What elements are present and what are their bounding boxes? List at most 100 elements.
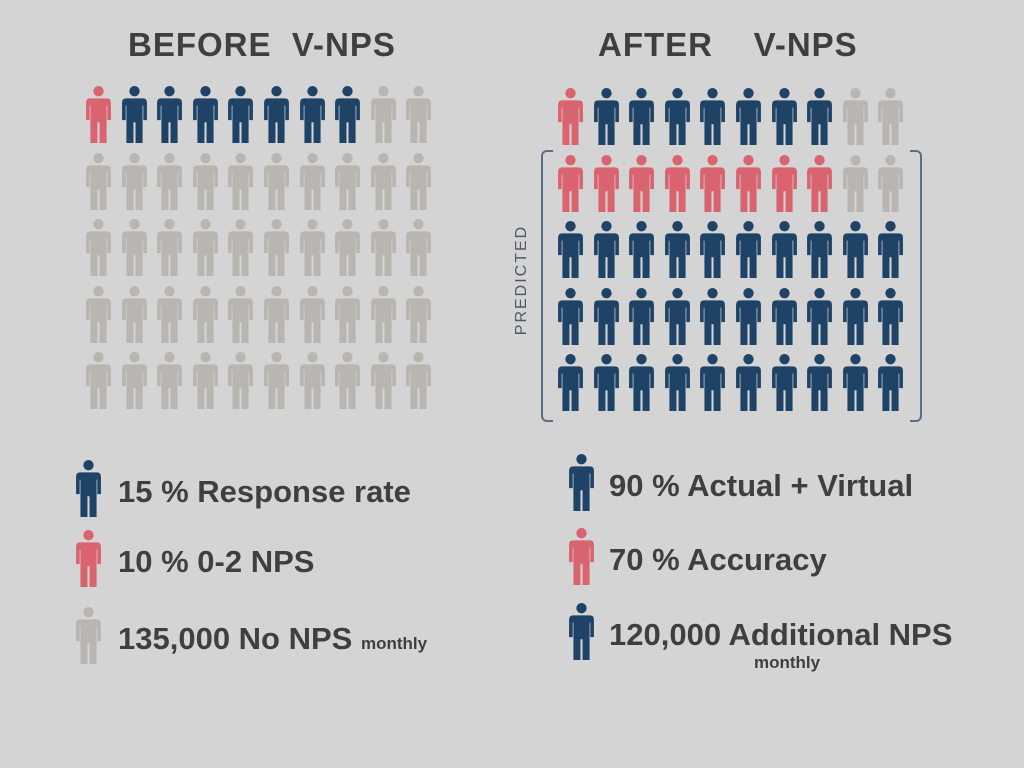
person-icon [629,287,655,345]
after-person-r3-c4 [700,287,726,351]
after-person-r2-c4 [700,221,726,284]
after-person-r4-c5 [736,354,761,417]
person-icon [406,352,432,409]
after-person-r4-c8 [842,354,868,417]
person-icon [664,287,690,345]
person-icon [558,354,583,411]
person-icon [157,285,183,343]
before-person-r4-c3 [192,352,218,415]
person-icon [121,86,147,143]
person-icon [86,219,111,276]
person-icon [121,219,147,276]
before-person-r3-c3 [192,285,218,349]
person-icon [264,219,289,276]
before-legend-suffix-2: monthly [360,634,428,653]
before-person-r2-c1 [121,219,147,282]
person-icon [299,285,325,343]
after-person-r4-c9 [878,354,904,417]
before-person-r0-c6 [299,86,325,149]
before-person-r1-c1 [121,152,147,216]
before-person-r2-c3 [192,219,218,282]
after-person-r1-c7 [807,154,833,218]
person-icon [76,460,101,517]
person-icon [807,287,833,345]
person-icon [121,152,147,210]
person-icon [192,219,218,276]
person-icon [370,86,396,143]
before-person-r3-c9 [406,285,432,349]
before-person-r3-c1 [121,285,147,349]
before-person-r1-c4 [228,152,254,216]
person-icon [299,152,325,210]
person-icon [192,152,218,210]
person-icon [593,287,619,345]
after-person-r4-c1 [593,354,619,417]
after-person-r1-c2 [629,154,655,218]
person-icon [664,221,690,278]
person-icon [192,285,218,343]
person-icon [228,86,254,143]
person-icon [192,352,218,409]
person-icon [86,285,111,343]
before-person-r1-c7 [335,152,361,216]
after-person-r2-c5 [736,221,761,284]
before-person-r0-c4 [228,86,254,149]
after-person-r3-c1 [593,287,619,351]
before-person-r3-c4 [228,285,254,349]
person-icon [406,86,432,143]
after-person-r2-c0 [558,221,583,284]
person-icon [569,528,594,585]
person-icon [264,352,289,409]
person-icon [736,354,761,411]
before-person-r4-c4 [228,352,254,415]
person-icon [807,88,833,145]
before-person-r2-c9 [406,219,432,282]
after-person-r1-c6 [771,154,797,218]
person-icon [121,285,147,343]
person-icon [299,352,325,409]
after-legend-blue-person-icon [569,603,594,666]
person-icon [629,154,655,212]
after-person-r4-c6 [771,354,797,417]
after-person-r0-c5 [736,88,761,151]
person-icon [736,154,761,212]
person-icon [264,285,289,343]
after-person-r0-c4 [700,88,726,151]
before-person-r3-c2 [157,285,183,349]
person-icon [264,152,289,210]
person-icon [629,221,655,278]
predicted-bracket-left [541,150,553,422]
before-person-r1-c2 [157,152,183,216]
before-person-r4-c8 [370,352,396,415]
before-person-r1-c6 [299,152,325,216]
person-icon [228,219,254,276]
after-person-r4-c3 [664,354,690,417]
before-person-r2-c5 [264,219,289,282]
before-person-r4-c6 [299,352,325,415]
after-person-r2-c8 [842,221,868,284]
after-person-r3-c7 [807,287,833,351]
after-person-r0-c8 [842,88,868,151]
person-icon [700,287,726,345]
after-person-r3-c2 [629,287,655,351]
person-icon [807,354,833,411]
person-icon [406,152,432,210]
person-icon [736,88,761,145]
after-person-r1-c4 [700,154,726,218]
person-icon [228,285,254,343]
after-person-r2-c9 [878,221,904,284]
before-person-r4-c5 [264,352,289,415]
before-person-r1-c5 [264,152,289,216]
after-person-r2-c3 [664,221,690,284]
person-icon [807,154,833,212]
person-icon [370,285,396,343]
before-person-r0-c0 [86,86,111,149]
before-person-r0-c9 [406,86,432,149]
after-person-r0-c9 [878,88,904,151]
after-person-r4-c7 [807,354,833,417]
after-person-r2-c2 [629,221,655,284]
person-icon [629,354,655,411]
after-person-r4-c4 [700,354,726,417]
after-person-r4-c0 [558,354,583,417]
before-person-r4-c0 [86,352,111,415]
